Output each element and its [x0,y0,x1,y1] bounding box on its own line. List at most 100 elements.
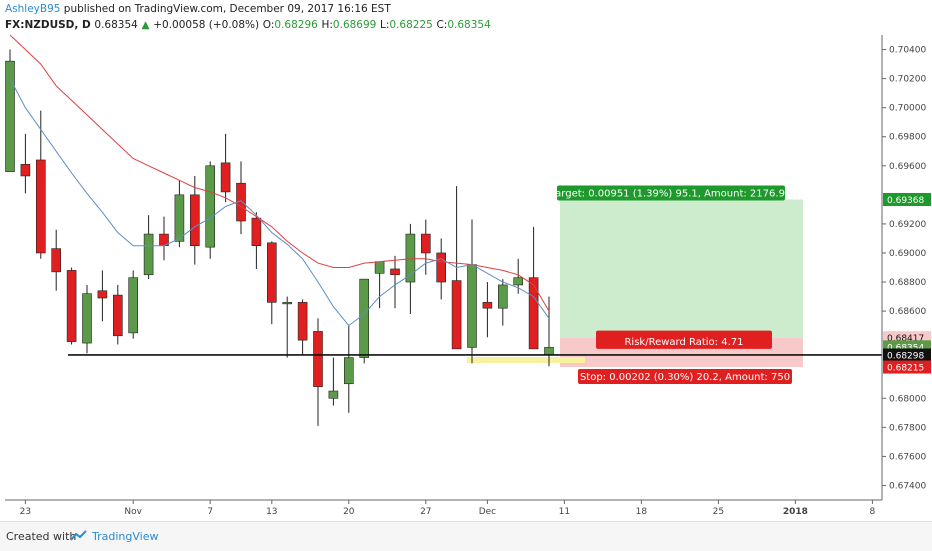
candle [266,241,277,325]
footer-bar: Created with TradingView [0,521,932,551]
candle [97,270,108,322]
candle-body [467,264,477,348]
candle-body [390,268,400,276]
tradingview-brand-link[interactable]: TradingView [92,530,159,543]
candle [497,279,508,326]
low-value: 0.68225 [389,19,433,31]
candle-body [436,252,447,283]
candle [251,212,262,269]
candle [20,133,31,194]
candle-body [451,280,462,350]
price-tag: 0.69368 [883,192,931,206]
candle-body [313,331,323,387]
candle [35,110,46,259]
publish-info: AshleyB95 published on TradingView.com, … [5,3,391,15]
candle [113,284,123,345]
candle [282,296,293,358]
candle-body [374,261,385,274]
candle-body [97,290,108,299]
high-label: H: [321,19,333,31]
x-tick-label: 23 [20,507,31,517]
candle [420,219,431,275]
candle-body [482,302,493,309]
candle-body [513,277,524,286]
candle-body [66,270,77,342]
y-tick-label: 0.67400 [889,481,926,491]
candle [313,318,323,426]
candle-body [35,159,46,254]
y-tick-label: 0.68000 [889,394,926,404]
x-tick-label: 11 [559,507,570,517]
candle [297,299,308,355]
candle-body [528,277,539,350]
target-label-text: Target: 0.00951 (1.39%) 95.1, Amount: 21… [550,188,792,199]
y-tick-label: 0.69000 [889,249,926,259]
candle-body [5,60,15,172]
candle [143,215,154,280]
entry-band [467,356,585,363]
price-tag-box [883,360,931,374]
candles [5,49,554,426]
open-value: 0.68296 [274,19,318,31]
candle [51,229,62,291]
created-with-text: Created with [6,530,77,543]
candle-body [190,194,200,247]
x-tick-label: 27 [420,507,431,517]
y-tick-label: 0.70000 [889,104,926,114]
y-tick-label: 0.69600 [889,162,926,172]
rr-label-box [596,333,772,349]
candle [220,133,231,203]
price-tag: 0.68215 [883,360,931,374]
candle [128,270,138,339]
rr-label-text: Risk/Reward Ratio: 4.71 [624,337,743,348]
candle-body [51,248,62,273]
position-zones [467,199,803,368]
candle [343,325,354,413]
y-axis: 0.70400 0.70200 0.70000 0.69800 0.69600 0.692… [882,46,926,491]
candle-body [420,233,431,254]
high-value: 0.68699 [332,19,377,31]
ohlc-legend: FX:NZDUSD, D 0.68354 ▲ +0.00058 (+0.08%)… [5,19,491,31]
y-tick-label: 0.69800 [889,133,926,143]
y-tick-label: 0.70400 [889,46,926,56]
candle [205,161,215,259]
candle-body [220,162,231,193]
rr-label: Risk/Reward Ratio: 4.71 [596,333,772,349]
candle [174,180,185,248]
change-value: +0.00058 (+0.08%) [153,19,260,31]
target-label: Target: 0.00951 (1.39%) 95.1, Amount: 21… [550,185,792,201]
x-tick-label: Dec [479,507,496,517]
candle [528,226,539,350]
price-tag-box [883,348,931,362]
close-value: 0.68354 [447,19,491,31]
candle-body [297,302,308,341]
stop-label-text: Stop: 0.00202 (0.30%) 20.2, Amount: 750 [580,372,790,383]
candle-body [20,164,31,177]
price-tag-text: 0.68298 [887,351,924,361]
tradingview-logo-icon [70,530,87,541]
target-zone [560,199,803,338]
y-tick-label: 0.67800 [889,423,926,433]
candle [359,278,370,364]
candle-body [328,390,339,399]
price-tag: 0.68298 [883,348,931,362]
x-tick-label: 18 [636,507,648,517]
author-name[interactable]: AshleyB95 [5,3,61,15]
target-label-box [557,185,785,201]
x-tick-label: 2018 [783,507,808,517]
position-labels: Target: 0.00951 (1.39%) 95.1, Amount: 21… [550,185,792,385]
candle-body [405,233,416,283]
candle [5,49,15,172]
candle-body [128,277,138,334]
y-tick-label: 0.70200 [889,75,926,85]
slow-ma-line [9,34,550,312]
low-label: L: [380,19,390,31]
candle [436,238,447,300]
candle-body [544,347,554,355]
stop-label-box [578,369,792,385]
candle-body [143,233,154,276]
candle [405,223,416,314]
moving-averages [9,34,550,327]
candle-body [251,217,262,247]
